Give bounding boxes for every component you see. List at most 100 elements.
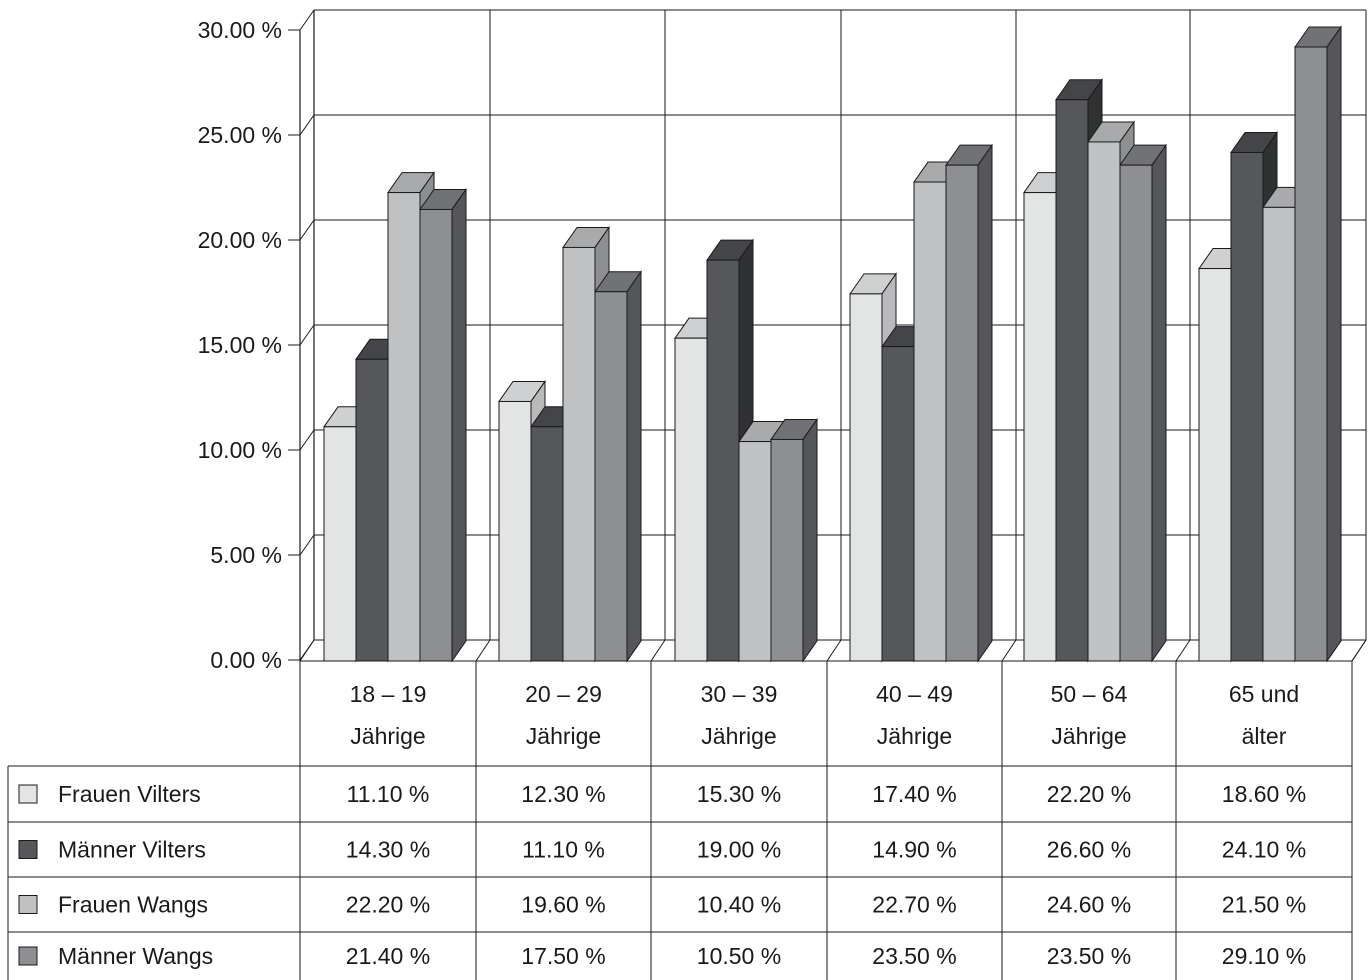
bar [674, 337, 708, 662]
category-label: älter [1242, 723, 1287, 749]
floor-divider [1001, 639, 1017, 662]
floor-divider [650, 639, 666, 662]
legend-label: Männer Wangs [58, 943, 213, 969]
data-label: 21.40 % [346, 943, 430, 969]
legend-label: Frauen Wangs [58, 892, 208, 918]
y-tick-label: 25.00 % [198, 122, 282, 148]
category-label: Jährige [1051, 723, 1126, 749]
y-tick-label: 0.00 % [210, 647, 282, 673]
y-tick-label: 30.00 % [198, 17, 282, 43]
data-label: 14.30 % [346, 837, 430, 863]
bar [1198, 268, 1232, 662]
data-label: 24.10 % [1222, 837, 1306, 863]
data-label: 23.50 % [1047, 943, 1131, 969]
data-label: 19.60 % [521, 892, 605, 918]
bar [562, 246, 596, 662]
data-label: 17.50 % [521, 943, 605, 969]
gridlines [288, 9, 1367, 662]
bar [913, 181, 947, 662]
bar [1055, 99, 1089, 662]
floor-divider [299, 639, 315, 662]
y-tick-label: 10.00 % [198, 437, 282, 463]
wall-tick [299, 114, 315, 136]
bar [1262, 206, 1296, 662]
category-label: 40 – 49 [876, 681, 953, 707]
bar [881, 346, 915, 662]
bar [355, 358, 389, 662]
bar [770, 438, 804, 662]
bar-side [1151, 143, 1167, 663]
data-label: 11.10 % [347, 781, 430, 807]
bar [738, 441, 772, 662]
data-table [7, 661, 1353, 980]
data-label: 19.00 % [697, 837, 781, 863]
data-label: 24.60 % [1047, 892, 1131, 918]
wall-tick [299, 429, 315, 451]
legend-label: Männer Vilters [58, 837, 206, 863]
bar-group [1198, 25, 1342, 663]
category-label: 65 und [1229, 681, 1299, 707]
bar [530, 426, 564, 662]
floor-divider [1351, 639, 1367, 662]
category-label: 50 – 64 [1051, 681, 1128, 707]
data-label: 10.50 % [697, 943, 781, 969]
bar-group [498, 225, 642, 663]
data-label: 11.10 % [522, 837, 605, 863]
bar [706, 259, 740, 662]
bar [323, 426, 357, 662]
legend-swatch [18, 840, 38, 859]
category-label: Jährige [526, 723, 601, 749]
data-label: 10.40 % [697, 892, 781, 918]
wall-tick [299, 219, 315, 241]
category-label: 18 – 19 [350, 681, 427, 707]
category-label: 30 – 39 [701, 681, 778, 707]
bar [1119, 164, 1153, 662]
bar [594, 291, 628, 662]
data-label: 29.10 % [1222, 943, 1306, 969]
bar-group [1023, 78, 1167, 663]
bar [1230, 151, 1264, 662]
bar-side [626, 270, 642, 663]
bar [1023, 192, 1057, 662]
bar [498, 400, 532, 662]
bar [1087, 141, 1121, 662]
data-label: 23.50 % [872, 943, 956, 969]
data-label: 22.70 % [872, 892, 956, 918]
data-label: 12.30 % [521, 781, 605, 807]
data-label: 17.40 % [872, 781, 956, 807]
bar-side [1326, 25, 1342, 663]
category-label: 20 – 29 [525, 681, 602, 707]
bar [849, 293, 883, 662]
bar-group [674, 238, 818, 663]
data-label: 22.20 % [346, 892, 430, 918]
y-tick-label: 20.00 % [198, 227, 282, 253]
legend-swatch [18, 895, 38, 914]
data-label: 21.50 % [1222, 892, 1306, 918]
bar [387, 192, 421, 662]
wall-tick [299, 534, 315, 556]
floor-divider [1175, 639, 1191, 662]
floor-divider [826, 639, 842, 662]
bar [1294, 46, 1328, 662]
bar-side [802, 417, 818, 663]
data-label: 15.30 % [697, 781, 781, 807]
data-label: 14.90 % [872, 837, 956, 863]
y-tick-label: 5.00 % [210, 542, 282, 568]
legend-label: Frauen Vilters [58, 781, 201, 807]
data-label: 26.60 % [1047, 837, 1131, 863]
category-label: Jährige [701, 723, 776, 749]
legend-swatch [18, 784, 38, 804]
bar-side [977, 143, 993, 663]
floor-divider [475, 639, 491, 662]
category-label: Jährige [350, 723, 425, 749]
bar [419, 208, 453, 662]
category-label: Jährige [877, 723, 952, 749]
data-label: 18.60 % [1222, 781, 1306, 807]
legend-swatch [18, 946, 38, 966]
bar-group [323, 170, 467, 663]
bars [323, 25, 1342, 663]
wall-tick [299, 9, 315, 31]
data-label: 22.20 % [1047, 781, 1131, 807]
y-tick-label: 15.00 % [198, 332, 282, 358]
